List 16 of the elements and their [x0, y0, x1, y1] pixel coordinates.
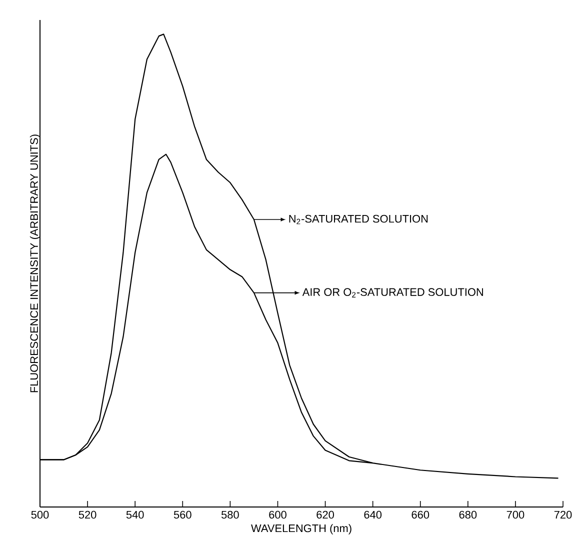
legend-label: AIR OR O$_{2}$-SATURATED SOLUTION: [302, 288, 483, 298]
x-tick-label: 560: [174, 510, 192, 519]
x-tick-label: 500: [31, 510, 49, 519]
x-tick-label: 720: [554, 510, 572, 519]
x-tick-label: 640: [364, 510, 382, 519]
x-tick-label: 680: [459, 510, 477, 519]
legend-label: N$_{2}$-SATURATED SOLUTION: [289, 214, 428, 224]
x-tick-label: 660: [412, 510, 430, 519]
x-tick-label: 600: [269, 510, 286, 519]
x-tick-label: 520: [78, 510, 96, 519]
x-tick-label: 540: [126, 510, 144, 519]
x-axis-title: WAVELENGTH (nm): [251, 524, 352, 534]
y-axis-title: FLUORESCENCE INTENSITY (ARBITRARY UNITS): [30, 134, 40, 392]
x-tick-label: 700: [506, 510, 524, 519]
x-tick-label: 580: [221, 510, 239, 519]
x-tick-label: 620: [316, 510, 334, 519]
